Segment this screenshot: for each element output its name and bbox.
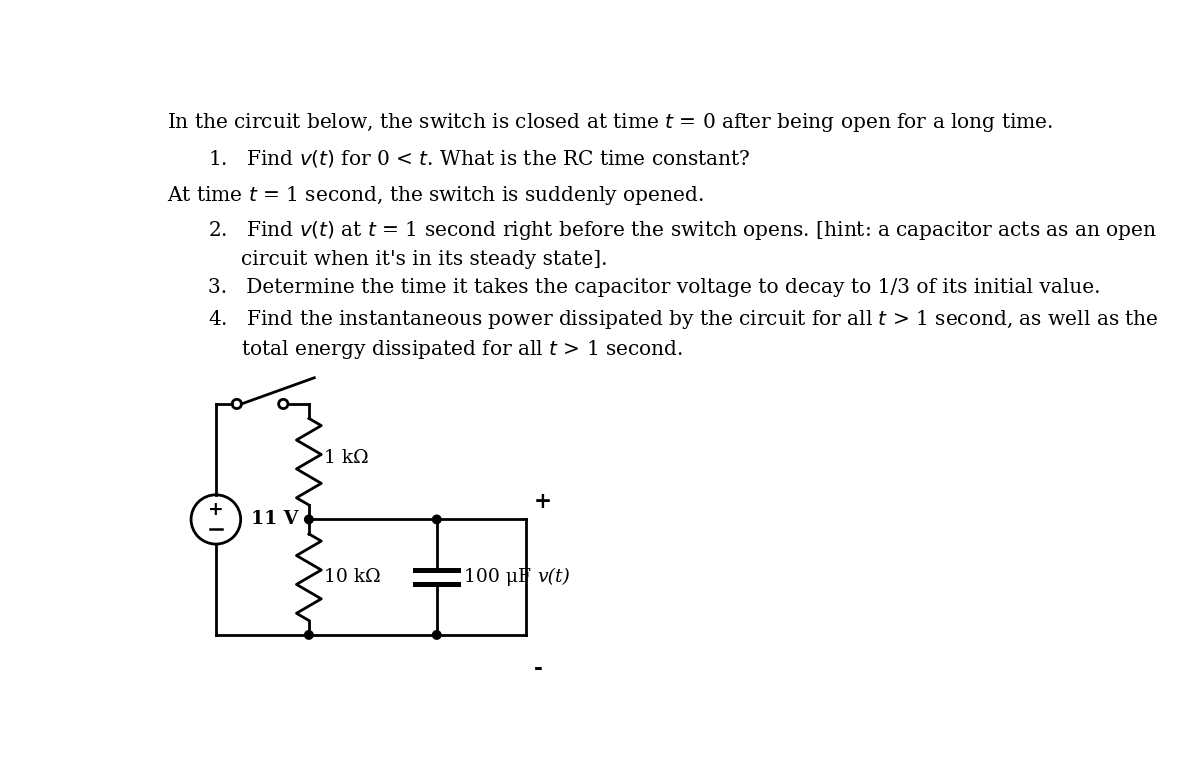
Text: 11 V: 11 V bbox=[251, 511, 298, 528]
Text: 1 kΩ: 1 kΩ bbox=[324, 449, 370, 466]
Text: 2.   Find $v(t)$ at $t$ = 1 second right before the switch opens. [hint: a capac: 2. Find $v(t)$ at $t$ = 1 second right b… bbox=[208, 219, 1158, 242]
Text: At time $t$ = 1 second, the switch is suddenly opened.: At time $t$ = 1 second, the switch is su… bbox=[167, 184, 703, 208]
Text: 10 kΩ: 10 kΩ bbox=[324, 568, 382, 586]
Text: 100 μF: 100 μF bbox=[464, 568, 530, 586]
Circle shape bbox=[432, 515, 442, 524]
Text: v(t): v(t) bbox=[538, 568, 570, 586]
Text: 1.   Find $v(t)$ for 0 < $t$. What is the RC time constant?: 1. Find $v(t)$ for 0 < $t$. What is the … bbox=[208, 148, 751, 168]
Circle shape bbox=[305, 631, 313, 639]
Circle shape bbox=[432, 631, 442, 639]
Text: total energy dissipated for all $t$ > 1 second.: total energy dissipated for all $t$ > 1 … bbox=[241, 339, 684, 361]
Text: +: + bbox=[208, 501, 223, 519]
Text: 3.   Determine the time it takes the capacitor voltage to decay to 1/3 of its in: 3. Determine the time it takes the capac… bbox=[208, 279, 1100, 298]
Circle shape bbox=[305, 515, 313, 524]
Text: -: - bbox=[534, 658, 542, 680]
Text: In the circuit below, the switch is closed at time $t$ = 0 after being open for : In the circuit below, the switch is clos… bbox=[167, 111, 1054, 135]
Text: circuit when it's in its steady state].: circuit when it's in its steady state]. bbox=[241, 250, 608, 269]
Text: +: + bbox=[534, 492, 552, 513]
Text: 4.   Find the instantaneous power dissipated by the circuit for all $t$ > 1 seco: 4. Find the instantaneous power dissipat… bbox=[208, 307, 1159, 331]
